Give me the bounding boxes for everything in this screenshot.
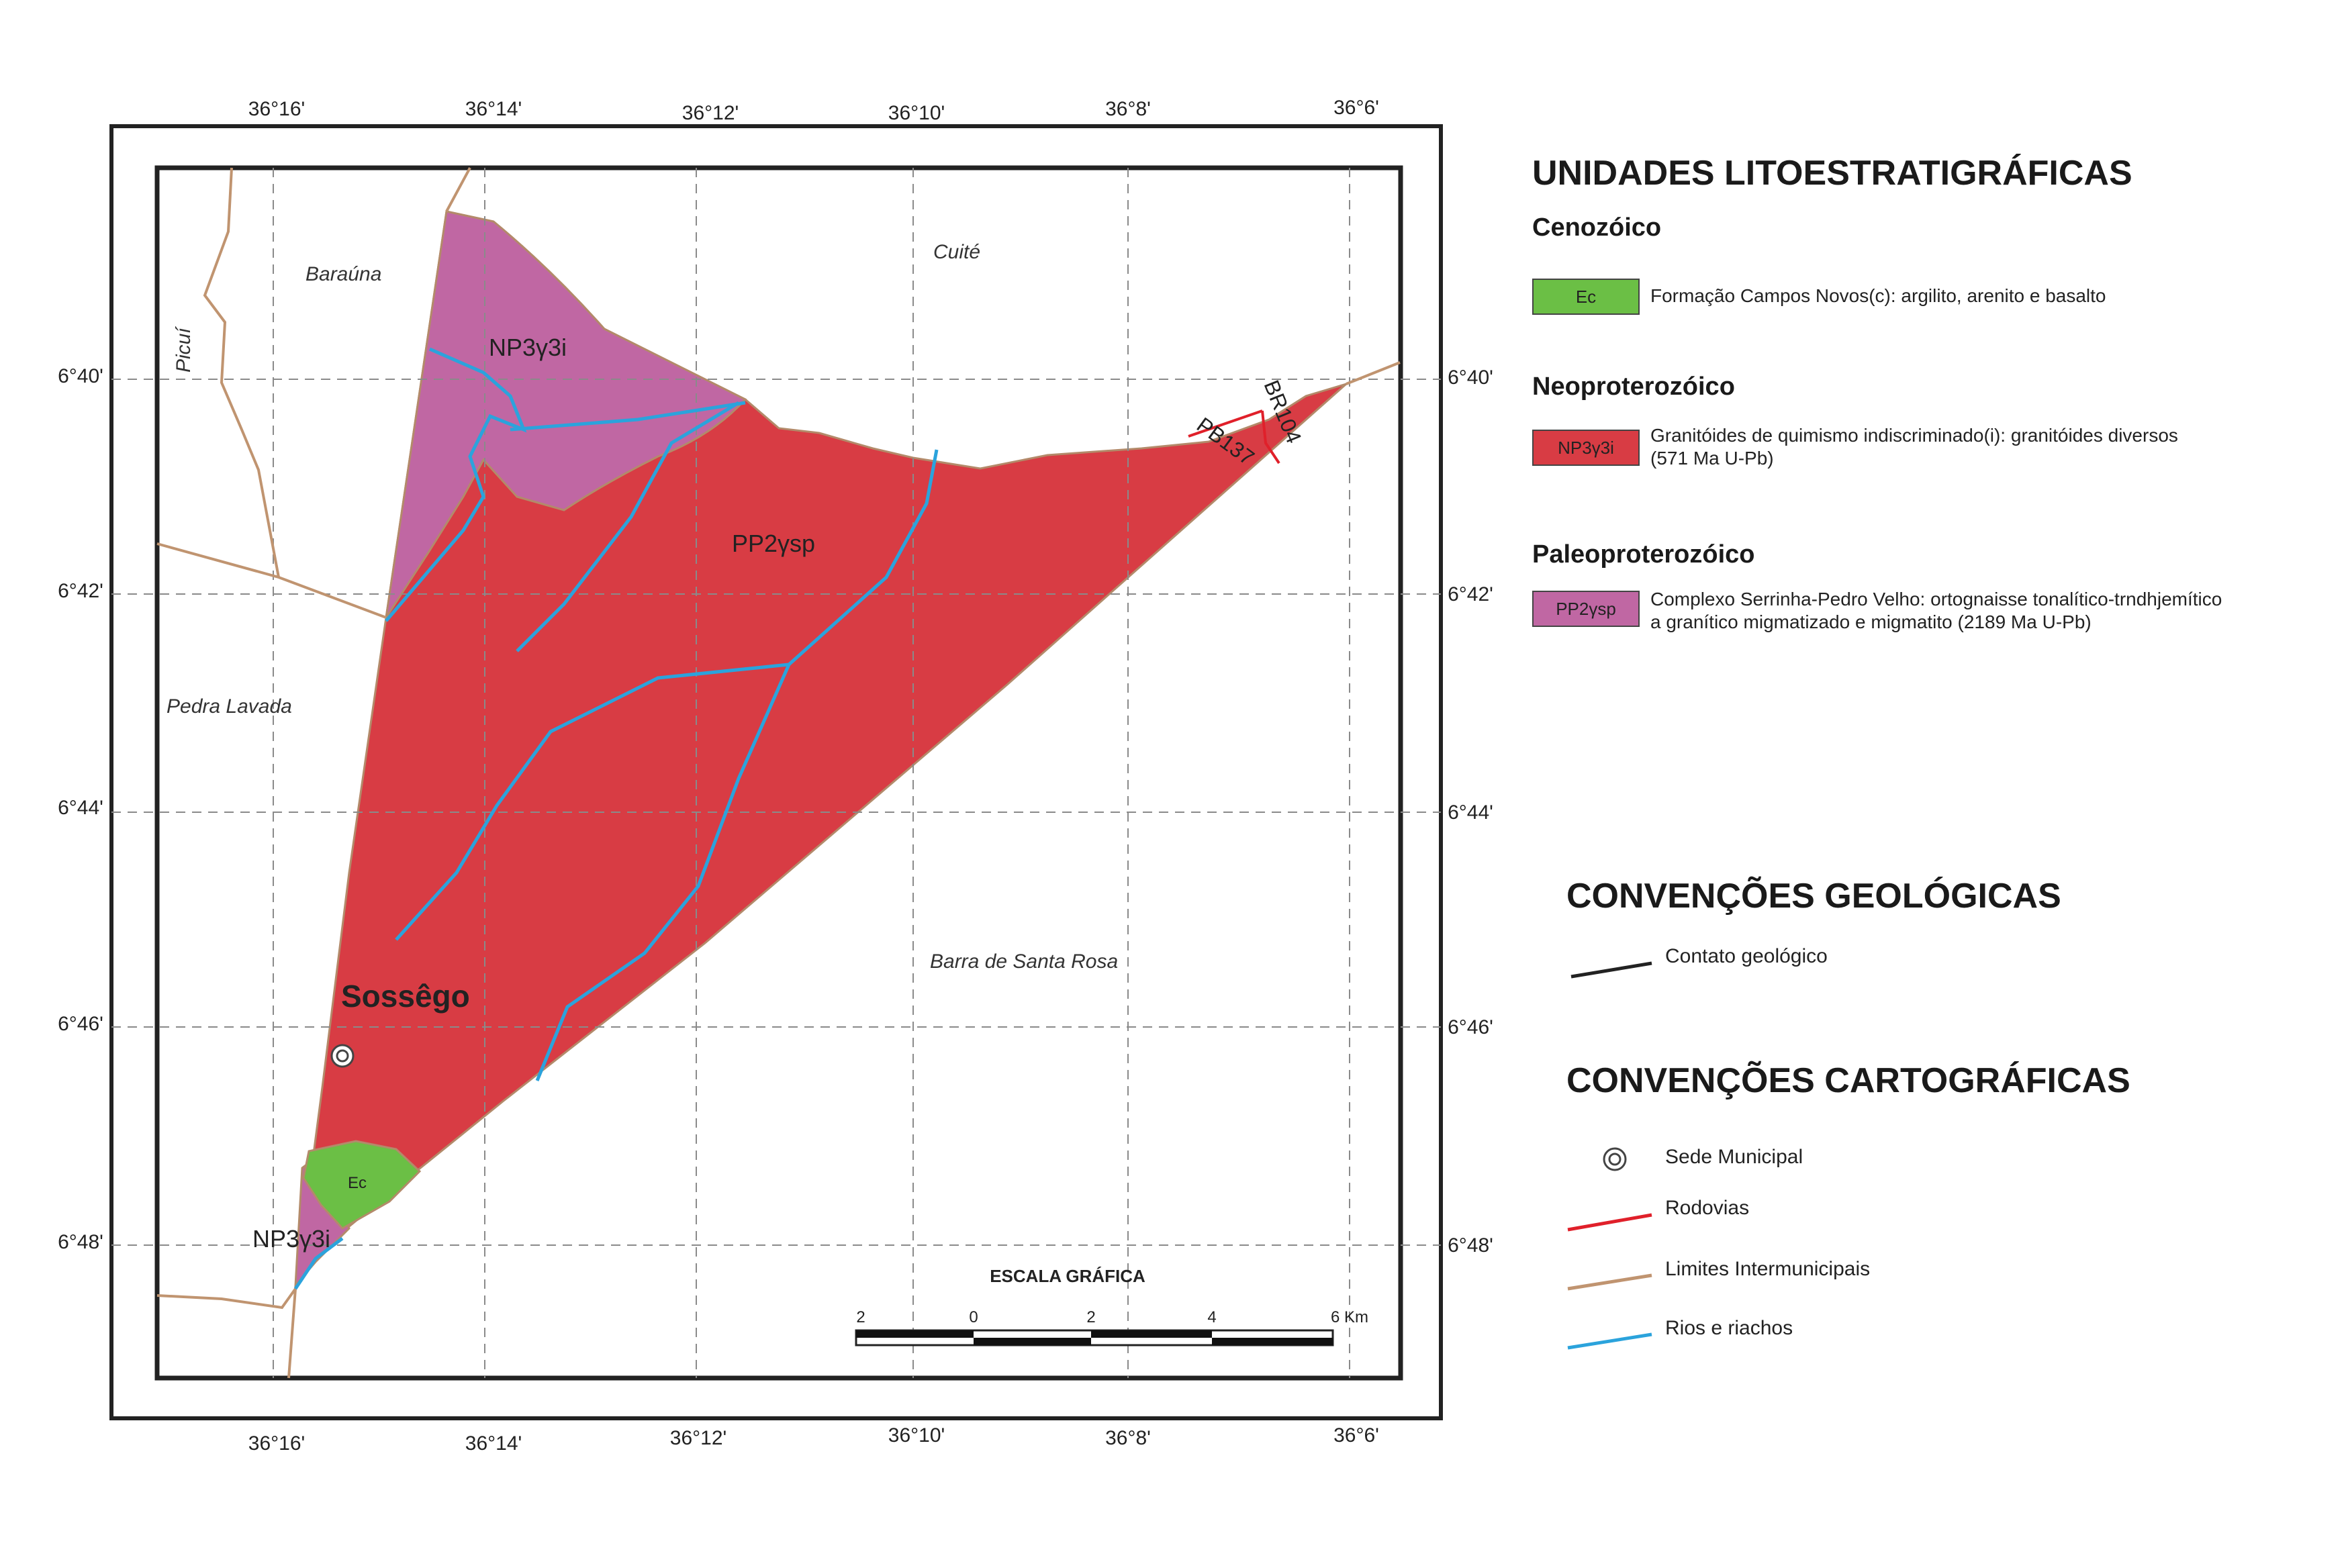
legend-contato-label: Contato geológico (1665, 945, 1828, 967)
left-lat-label: 6°46' (58, 1013, 103, 1035)
scale-bar (855, 1329, 1334, 1346)
legend-geo-title: CONVENÇÕES GEOLÓGICAS (1566, 877, 2061, 916)
legend-rodovias-line (1567, 1213, 1652, 1232)
right-lat-label: 6°40' (1448, 366, 1493, 389)
map-unit-label-ec: Ec (348, 1174, 367, 1192)
top-lon-label: 36°10' (888, 102, 945, 124)
bottom-lon-label: 36°6' (1333, 1424, 1379, 1447)
roads (1188, 409, 1280, 464)
map-unit-label-np3-bottom: NP3γ3i (252, 1225, 330, 1253)
legend-swatch-np3: NP3γ3i (1532, 430, 1640, 466)
legend-limites-label: Limites Intermunicipais (1665, 1258, 1871, 1280)
legend-desc-np3: Granitóides de quimismo indiscriminado(i… (1650, 425, 2178, 469)
legend-era-neoproterozoico: Neoproterozóico (1532, 373, 1735, 401)
legend-era-cenozoico: Cenozóico (1532, 213, 1662, 242)
right-lat-label: 6°46' (1448, 1016, 1493, 1038)
municipal-limits (156, 167, 1401, 1379)
legend-era-paleoproterozoico: Paleoproterozóico (1532, 540, 1755, 569)
unit-area-purple-top (385, 210, 747, 618)
legend-swatch-ec: Ec (1532, 279, 1640, 315)
inner-frame (154, 165, 1403, 1381)
legend-rios-label: Rios e riachos (1665, 1317, 1793, 1339)
scale-tick: 6 Km (1331, 1308, 1368, 1326)
top-lon-label: 36°12' (682, 102, 739, 124)
legend-sede-label: Sede Municipal (1665, 1146, 1803, 1168)
left-lat-label: 6°40' (58, 365, 103, 387)
outer-frame (109, 124, 1443, 1420)
right-lat-label: 6°44' (1448, 801, 1493, 824)
bottom-lon-label: 36°8' (1105, 1427, 1151, 1449)
bottom-lon-label: 36°14' (465, 1432, 522, 1455)
top-lon-label: 36°14' (465, 98, 522, 120)
scale-tick: 2 (856, 1308, 865, 1326)
map-unit-label-np3: NP3γ3i (489, 334, 567, 361)
sede-municipal-icon (330, 1044, 355, 1068)
legend-swatch-pp2: PP2γsp (1532, 591, 1640, 627)
legend-sede-icon (1603, 1147, 1627, 1171)
place-name-pedra-lavada: Pedra Lavada (167, 695, 292, 718)
legend-rodovias-label: Rodovias (1665, 1197, 1750, 1219)
place-name-barauna: Baraúna (306, 263, 381, 285)
legend-rios-line (1567, 1332, 1652, 1350)
legend-desc-pp2: Complexo Serrinha-Pedro Velho: ortognais… (1650, 589, 2222, 632)
scale-tick: 4 (1207, 1308, 1216, 1326)
legend-limites-line (1567, 1273, 1652, 1291)
scale-tick: 2 (1086, 1308, 1095, 1326)
top-lon-label: 36°16' (248, 98, 305, 120)
legend-carto-title: CONVENÇÕES CARTOGRÁFICAS (1566, 1061, 2130, 1100)
top-lon-label: 36°8' (1105, 98, 1151, 120)
left-lat-label: 6°48' (58, 1231, 103, 1253)
legend-desc-ec: Formação Campos Novos(c): argilito, aren… (1650, 285, 2106, 306)
legend-contato-line (1570, 961, 1652, 979)
top-lon-label: 36°6' (1333, 97, 1379, 119)
coordinate-grid (111, 168, 1441, 1378)
place-name-cuite: Cuité (933, 241, 980, 263)
legend-units-title: UNIDADES LITOESTRATIGRÁFICAS (1532, 154, 2132, 193)
scale-tick: 0 (969, 1308, 978, 1326)
right-lat-label: 6°42' (1448, 583, 1493, 605)
map-unit-label-pp2: PP2γsp (732, 530, 815, 557)
municipality-name: Sossêgo (341, 979, 470, 1014)
right-lat-label: 6°48' (1448, 1234, 1493, 1257)
unit-area-green (302, 1140, 422, 1230)
place-name-barra-de-santa-rosa: Barra de Santa Rosa (930, 950, 1118, 973)
bottom-lon-label: 36°12' (670, 1427, 726, 1449)
rivers (293, 347, 939, 1290)
bottom-lon-label: 36°16' (248, 1432, 305, 1455)
left-lat-label: 6°42' (58, 580, 103, 602)
scale-title: ESCALA GRÁFICA (990, 1266, 1145, 1286)
place-name-picui: Picuí (173, 326, 195, 373)
left-lat-label: 6°44' (58, 797, 103, 819)
bottom-lon-label: 36°10' (888, 1424, 945, 1447)
